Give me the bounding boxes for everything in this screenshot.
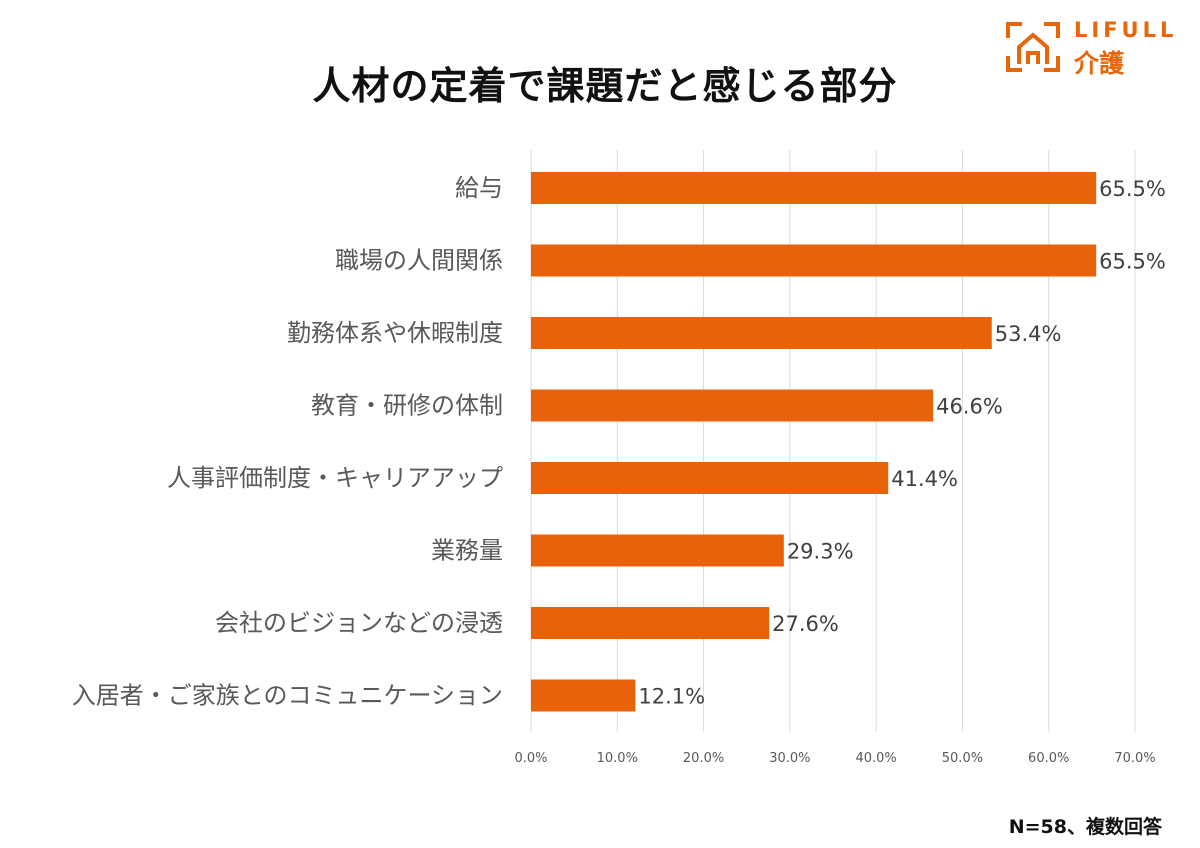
- category-label: 職場の人間関係: [335, 247, 503, 275]
- bar: [531, 244, 1097, 277]
- bar: [531, 317, 992, 349]
- category-label: 会社のビジョンなどの浸透: [215, 609, 503, 637]
- x-axis-ticks: 0.0% 10.0% 20.0% 30.0% 40.0% 50.0% 60.0% 70.0%: [514, 751, 1155, 766]
- data-label: 53.4%: [995, 322, 1062, 346]
- x-tick-label: 10.0%: [597, 751, 638, 766]
- bar: [531, 389, 934, 422]
- chart-title: 人材の定着で課題だと感じる部分: [312, 64, 898, 108]
- x-tick-label: 30.0%: [769, 751, 810, 766]
- data-labels: 65.5% 65.5% 53.4% 46.6% 41.4% 29.3% 27.6% 12.1%: [638, 177, 1165, 709]
- data-label: 41.4%: [891, 467, 958, 491]
- x-tick-label: 70.0%: [1114, 751, 1155, 766]
- brand-name: LIFULL: [1074, 18, 1178, 42]
- x-tick-label: 20.0%: [683, 751, 724, 766]
- sample-size-note: N=58、複数回答: [1008, 816, 1162, 838]
- category-label: 給与: [455, 174, 503, 202]
- bar: [531, 607, 770, 639]
- category-label: 業務量: [431, 537, 503, 565]
- brand-logo: LIFULL 介護: [1004, 18, 1184, 78]
- data-label: 27.6%: [772, 612, 839, 636]
- data-label: 46.6%: [936, 395, 1003, 419]
- bars: [531, 172, 1097, 712]
- category-label: 勤務体系や休暇制度: [287, 319, 503, 347]
- x-tick-label: 40.0%: [855, 751, 896, 766]
- category-label: 入居者・ご家族とのコミュニケーション: [72, 682, 503, 710]
- category-label: 人事評価制度・キャリアアップ: [167, 464, 503, 492]
- grid-layer: [530, 150, 1136, 732]
- bar: [531, 172, 1097, 204]
- data-label: 65.5%: [1099, 250, 1166, 274]
- x-tick-label: 60.0%: [1028, 751, 1069, 766]
- data-label: 12.1%: [638, 685, 705, 709]
- bar: [531, 679, 636, 712]
- x-tick-label: 50.0%: [942, 751, 983, 766]
- category-label: 教育・研修の体制: [311, 392, 503, 420]
- bar: [531, 462, 889, 494]
- x-tick-label: 0.0%: [514, 751, 547, 766]
- brand-sub-name: 介護: [1074, 49, 1125, 78]
- bar: [531, 534, 784, 567]
- data-label: 65.5%: [1099, 177, 1166, 201]
- house-bracket-logo-icon: [1006, 22, 1060, 72]
- data-label: 29.3%: [787, 540, 854, 564]
- category-labels: 給与職場の人間関係勤務体系や休暇制度教育・研修の体制人事評価制度・キャリアアップ…: [72, 174, 503, 710]
